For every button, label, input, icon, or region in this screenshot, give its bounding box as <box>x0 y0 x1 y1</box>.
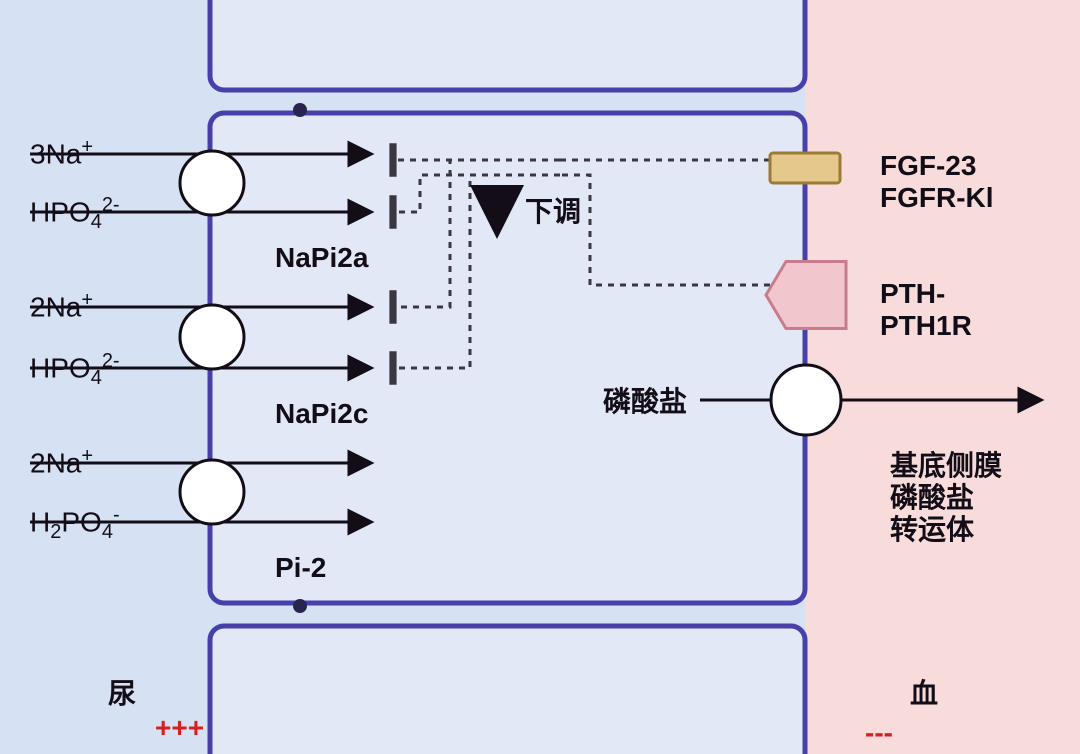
label-Pi-2: Pi-2 <box>275 552 326 584</box>
transporter-NaPi2c <box>180 305 244 369</box>
label-pth: PTH-PTH1R <box>880 278 972 342</box>
cell-main <box>210 113 805 603</box>
diagram-stage: 3Na+ HPO42- NaPi2a 2Na+ HPO42- NaPi2c 2Na+ H2PO… <box>0 0 1080 754</box>
tight-junction-top <box>293 103 307 117</box>
ion-NaPi2a-lower: HPO42- <box>30 194 120 234</box>
transporter-Pi-2 <box>180 460 244 524</box>
ion-NaPi2c-lower: HPO42- <box>30 350 120 390</box>
label-urine: 尿 <box>108 678 136 710</box>
ion-NaPi2a-upper: 3Na+ <box>30 136 93 171</box>
label-blood: 血 <box>910 678 938 710</box>
ion-Pi-2-upper: 2Na+ <box>30 445 93 480</box>
diagram-svg <box>0 0 1080 754</box>
label-blood-minus: --- <box>865 717 893 749</box>
transporter-NaPi2a <box>180 151 244 215</box>
label-fgf: FGF-23FGFR-Kl <box>880 150 994 214</box>
transporter-basal <box>771 365 841 435</box>
label-NaPi2a: NaPi2a <box>275 242 368 274</box>
ion-Pi-2-lower: H2PO4- <box>30 504 120 544</box>
label-downreg: 下调 <box>525 196 581 228</box>
label-phosphate: 磷酸盐 <box>603 386 687 418</box>
label-basal-desc: 基底侧膜磷酸盐转运体 <box>890 450 1002 547</box>
ion-NaPi2c-upper: 2Na+ <box>30 289 93 324</box>
label-urine-plus: +++ <box>155 712 204 744</box>
cell-bottom <box>210 626 805 754</box>
cell-top <box>210 0 805 90</box>
receptor-fgf <box>770 153 840 183</box>
tight-junction-bottom <box>293 599 307 613</box>
blood-compartment <box>805 0 1080 754</box>
label-NaPi2c: NaPi2c <box>275 398 368 430</box>
